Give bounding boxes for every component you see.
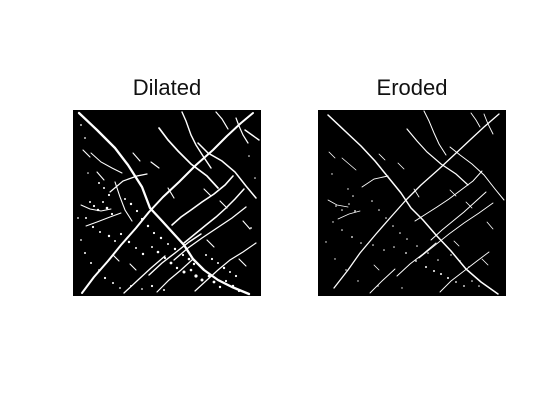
dilated-image-svg — [73, 110, 261, 296]
eroded-title: Eroded — [376, 75, 448, 100]
eroded-image-svg — [318, 110, 506, 296]
dilated-title: Dilated — [132, 75, 202, 100]
dilated-image — [73, 110, 261, 296]
eroded-image — [318, 110, 506, 296]
